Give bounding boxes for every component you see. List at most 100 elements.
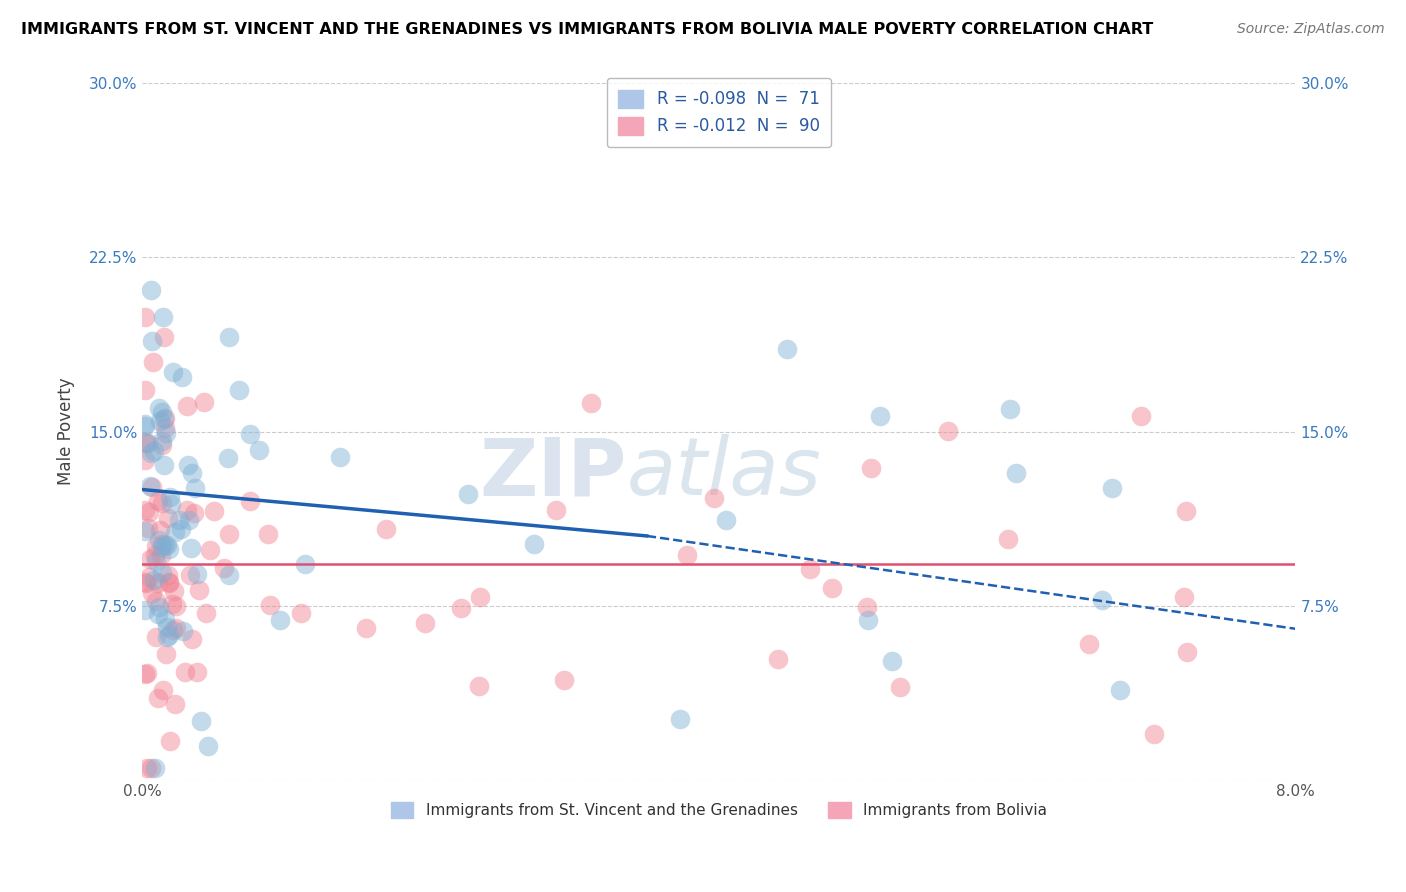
Point: [139, 446, 162, 460]
Point: [148, 533, 170, 547]
Point: [141, 334, 163, 348]
Point: [135, 761, 157, 775]
Point: [135, 576, 157, 591]
Point: [413, 615, 436, 630]
Point: [134, 310, 156, 325]
Point: [153, 421, 176, 435]
Point: [157, 628, 180, 642]
Point: [176, 399, 198, 413]
Point: [703, 491, 725, 505]
Point: [155, 648, 177, 662]
Point: [579, 396, 602, 410]
Point: [1101, 481, 1123, 495]
Point: [135, 436, 157, 450]
Point: [148, 576, 170, 591]
Point: [179, 568, 201, 582]
Y-axis label: Male Poverty: Male Poverty: [58, 377, 75, 485]
Point: [156, 510, 179, 524]
Point: [148, 401, 170, 415]
Point: [153, 412, 176, 426]
Point: [181, 466, 204, 480]
Point: [1091, 592, 1114, 607]
Point: [156, 620, 179, 634]
Point: [880, 654, 903, 668]
Point: [294, 557, 316, 571]
Point: [150, 438, 173, 452]
Point: [134, 434, 156, 449]
Point: [259, 599, 281, 613]
Point: [136, 521, 159, 535]
Point: [149, 523, 172, 537]
Point: [156, 538, 179, 552]
Point: [176, 503, 198, 517]
Point: [180, 541, 202, 555]
Point: [197, 739, 219, 753]
Point: [156, 630, 179, 644]
Point: [163, 583, 186, 598]
Text: ZIP: ZIP: [479, 434, 627, 512]
Point: [202, 504, 225, 518]
Point: [247, 443, 270, 458]
Point: [856, 613, 879, 627]
Point: [195, 606, 218, 620]
Point: [153, 329, 176, 343]
Point: [173, 665, 195, 679]
Text: atlas: atlas: [627, 434, 821, 512]
Point: [776, 343, 799, 357]
Point: [165, 621, 187, 635]
Point: [145, 539, 167, 553]
Point: [375, 522, 398, 536]
Point: [184, 481, 207, 495]
Point: [766, 652, 789, 666]
Point: [170, 523, 193, 537]
Point: [177, 514, 200, 528]
Point: [149, 413, 172, 427]
Point: [139, 551, 162, 566]
Point: [165, 524, 187, 539]
Point: [218, 567, 240, 582]
Point: [212, 560, 235, 574]
Point: [150, 548, 173, 562]
Point: [153, 538, 176, 552]
Point: [138, 479, 160, 493]
Point: [855, 600, 877, 615]
Point: [157, 542, 180, 557]
Point: [134, 575, 156, 590]
Point: [162, 623, 184, 637]
Point: [329, 450, 352, 464]
Text: Source: ZipAtlas.com: Source: ZipAtlas.com: [1237, 22, 1385, 37]
Point: [869, 409, 891, 423]
Point: [1173, 590, 1195, 604]
Point: [468, 590, 491, 604]
Point: [889, 680, 911, 694]
Point: [138, 505, 160, 519]
Point: [152, 496, 174, 510]
Point: [468, 679, 491, 693]
Point: [1175, 645, 1198, 659]
Point: [145, 554, 167, 568]
Point: [156, 568, 179, 582]
Point: [200, 543, 222, 558]
Point: [217, 450, 239, 465]
Point: [159, 576, 181, 591]
Point: [146, 494, 169, 508]
Point: [859, 461, 882, 475]
Point: [186, 567, 208, 582]
Point: [157, 575, 180, 590]
Point: [153, 612, 176, 626]
Point: [153, 411, 176, 425]
Point: [134, 603, 156, 617]
Point: [134, 417, 156, 432]
Point: [152, 310, 174, 324]
Point: [190, 714, 212, 729]
Text: IMMIGRANTS FROM ST. VINCENT AND THE GRENADINES VS IMMIGRANTS FROM BOLIVIA MALE P: IMMIGRANTS FROM ST. VINCENT AND THE GREN…: [21, 22, 1153, 37]
Point: [145, 631, 167, 645]
Point: [150, 434, 173, 448]
Point: [136, 666, 159, 681]
Point: [167, 513, 190, 527]
Point: [269, 613, 291, 627]
Point: [153, 458, 176, 472]
Point: [544, 503, 567, 517]
Point: [159, 734, 181, 748]
Point: [143, 548, 166, 562]
